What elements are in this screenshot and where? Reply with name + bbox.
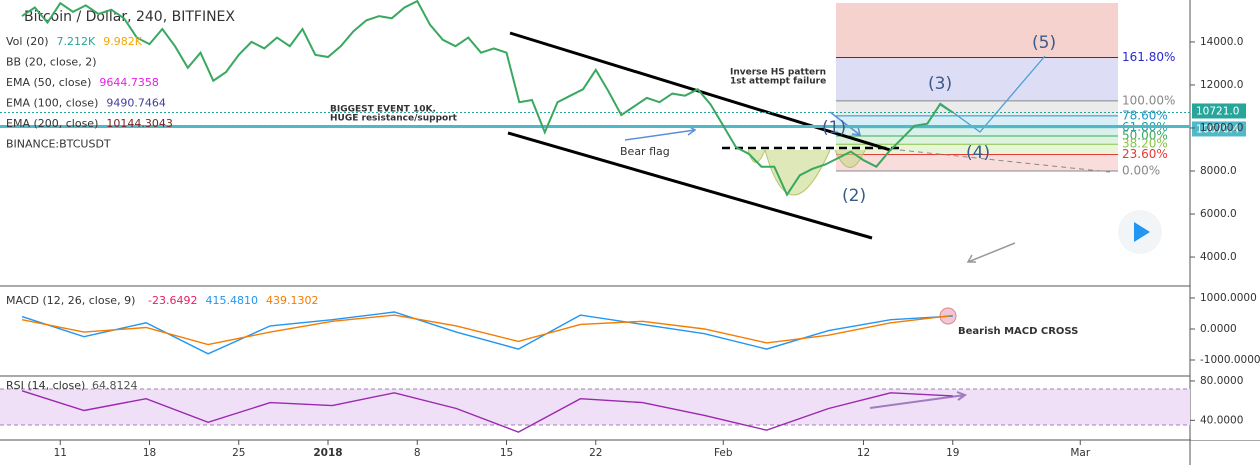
fib-zone xyxy=(836,115,1118,128)
fib-zone xyxy=(836,154,1118,171)
legend-name: Vol (20) xyxy=(6,35,49,48)
annotation: 1st attempt failure xyxy=(730,77,826,87)
legend-name: BINANCE:BTCUSDT xyxy=(6,138,111,151)
price-tag-label: 10721.0 xyxy=(1196,105,1239,117)
legend-value: 9490.7464 xyxy=(106,97,166,110)
legend-value: 9644.7358 xyxy=(99,76,159,89)
rsi-title: RSI (14, close) xyxy=(6,379,85,392)
fib-label: 161.80% xyxy=(1122,50,1175,64)
trendline xyxy=(507,131,873,240)
x-tick-label: 8 xyxy=(414,447,421,459)
legend-value: 10144.3043 xyxy=(106,117,172,130)
annotation: Bear flag xyxy=(620,145,670,158)
chart-title: Bitcoin / Dollar, 240, BITFINEX xyxy=(24,9,235,25)
x-tick-label: 15 xyxy=(500,447,513,459)
y-tick-label: 8000.0 xyxy=(1200,165,1237,177)
fib-label: 50.00% xyxy=(1122,128,1168,142)
annotation: (2) xyxy=(842,186,866,206)
fib-zone xyxy=(836,144,1118,155)
price-line xyxy=(21,0,954,197)
x-tick-label: 22 xyxy=(589,447,602,459)
legend-value: 7.212K xyxy=(57,35,96,48)
legend-value: -23.6492 xyxy=(148,294,197,307)
arrow xyxy=(966,242,1016,263)
play-icon xyxy=(1134,222,1150,242)
fib-zone xyxy=(836,57,1118,101)
fib-label: 100.00% xyxy=(1122,93,1175,107)
y-tick-label: 10000.0 xyxy=(1200,122,1243,134)
y-tick-label: 1000.0000 xyxy=(1200,292,1257,304)
annotation: (1) xyxy=(822,118,846,138)
axis-area xyxy=(1191,0,1260,440)
legend-name: EMA (50, close) xyxy=(6,76,91,89)
annotation: BIGGEST EVENT 10K. xyxy=(330,105,436,115)
y-tick-label: -1000.0000 xyxy=(1200,354,1260,366)
indicator-line xyxy=(21,311,953,355)
annotation: (4) xyxy=(966,143,990,163)
annotation: Inverse HS pattern xyxy=(730,68,826,78)
fib-zone xyxy=(836,127,1118,136)
legend-value: 64.8124 xyxy=(92,379,138,392)
fib-label: 23.60% xyxy=(1122,147,1168,161)
annotation: HUGE resistance/support xyxy=(330,114,458,124)
y-tick-label: 40.0000 xyxy=(1200,414,1243,426)
fib-zone xyxy=(836,100,1118,116)
y-tick-label: 14000.0 xyxy=(1200,36,1243,48)
x-tick-label: 12 xyxy=(857,447,870,459)
indicator-line xyxy=(21,390,953,433)
x-tick-label: 2018 xyxy=(313,447,342,459)
price-tag xyxy=(1192,103,1246,119)
fib-label: 38.20% xyxy=(1122,137,1168,151)
legend-name: BB (20, close, 2) xyxy=(6,56,97,69)
annotation: Bearish MACD CROSS xyxy=(958,326,1078,337)
fib-zone xyxy=(836,135,1118,145)
fib-zone xyxy=(836,3,1118,58)
legend-name: EMA (100, close) xyxy=(6,97,98,110)
price-tag-label: 10070.4 xyxy=(1196,123,1240,135)
rsi-band xyxy=(0,389,1190,425)
legend-value: 415.4810 xyxy=(205,294,258,307)
macd-title: MACD (12, 26, close, 9) xyxy=(6,294,135,307)
x-tick-label: 18 xyxy=(143,447,156,459)
annotation: (3) xyxy=(928,74,952,94)
x-tick-label: 11 xyxy=(54,447,67,459)
fib-label: 78.60% xyxy=(1122,108,1168,122)
legend-value: 439.1302 xyxy=(266,294,319,307)
y-tick-label: 12000.0 xyxy=(1200,79,1243,91)
x-tick-label: Mar xyxy=(1070,447,1090,459)
arrow xyxy=(829,111,861,136)
legend-value: 9.982K xyxy=(103,35,142,48)
fib-label: 0.00% xyxy=(1122,164,1160,178)
y-tick-label: 80.0000 xyxy=(1200,375,1243,387)
y-tick-label: 6000.0 xyxy=(1200,208,1237,220)
price-tag xyxy=(1192,121,1246,137)
indicator-line xyxy=(21,314,953,346)
y-tick-label: 4000.0 xyxy=(1200,251,1237,263)
projection xyxy=(899,149,1111,173)
legend-name: EMA (200, close) xyxy=(6,117,98,130)
x-tick-label: 25 xyxy=(232,447,245,459)
x-tick-label: 19 xyxy=(946,447,959,459)
y-tick-label: 0.0000 xyxy=(1200,323,1237,335)
annotation: (5) xyxy=(1032,33,1056,53)
x-tick-label: Feb xyxy=(714,447,733,459)
arrow xyxy=(869,391,968,409)
